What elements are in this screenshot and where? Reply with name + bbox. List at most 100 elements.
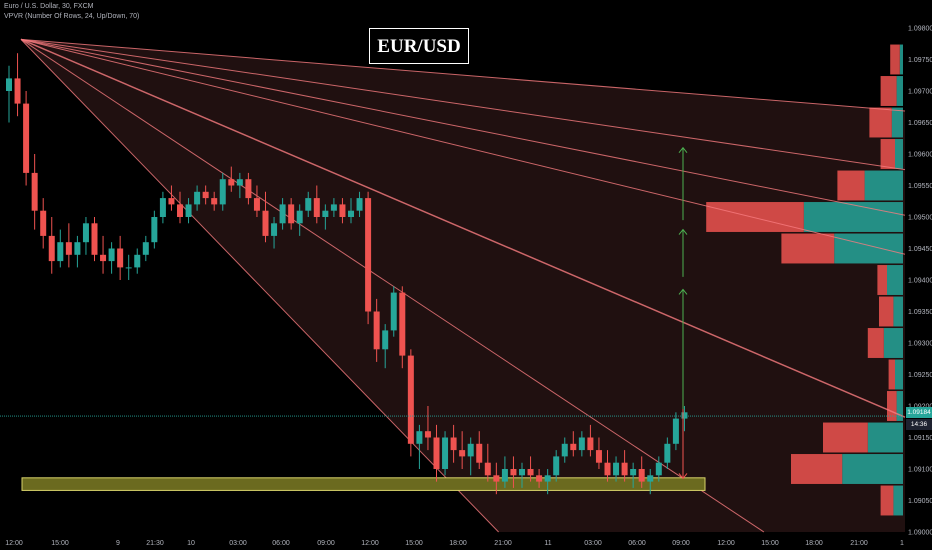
vp-up-bar [887,265,903,295]
candle-body [117,248,124,268]
candle-body [57,242,64,262]
y-tick-label: 1.09450 [908,246,932,253]
candle-body [330,204,337,211]
candle-body [82,223,89,243]
countdown-tag: 14:36 [906,419,932,430]
vp-up-bar [893,485,903,516]
vp-down-bar [880,76,897,106]
vp-up-bar [896,76,903,106]
symbol-line: Euro / U.S. Dollar, 30, FXCM [4,3,94,10]
candle-body [271,223,278,236]
candle-body [578,437,585,451]
candle-body [647,475,654,482]
vp-up-bar [895,139,903,169]
candle-body [125,267,132,269]
fan-line [20,38,906,171]
y-tick-label: 1.09500 [908,215,932,222]
candle-body [14,78,21,104]
x-tick-label: 1 [900,540,904,547]
x-tick-label: 15:00 [405,540,423,547]
candle-body [681,412,688,419]
candle-body [407,355,414,444]
candle-body [424,431,431,438]
chart-title: EUR/USD [369,28,469,64]
vp-up-bar [891,107,903,138]
candle-body [142,242,149,255]
x-tick-label: 06:00 [272,540,290,547]
candle-body [442,437,449,469]
y-tick-label: 1.09350 [908,309,932,316]
candle-body [202,191,209,199]
candle-body [553,456,560,476]
vp-up-bar [842,454,903,484]
candle-body [433,437,440,469]
vp-down-bar [867,328,884,358]
vp-up-bar [867,422,903,453]
vp-down-bar [888,359,895,390]
indicator-line: VPVR (Number Of Rows, 24, Up/Down, 70) [4,13,140,20]
candle-body [23,103,30,173]
candle-body [245,179,252,199]
candle-body [587,437,594,451]
candle-body [476,443,483,463]
vp-down-bar [877,265,887,295]
y-tick-label: 1.09600 [908,152,932,159]
candle-body [613,462,620,476]
candle-body [185,204,192,217]
candle-body [561,443,568,457]
candle-body [236,179,243,186]
y-tick-label: 1.09650 [908,120,932,127]
x-tick-label: 09:00 [672,540,690,547]
candle-body [621,462,628,476]
candle-body [313,198,320,217]
candle-body [228,179,235,186]
vp-down-bar [823,422,868,453]
vp-up-bar [803,202,903,232]
vp-down-bar [887,391,897,421]
fan-line [20,38,765,533]
candle-body [450,437,457,451]
vp-down-bar [890,44,900,75]
vp-up-bar [834,233,903,264]
candle-body [655,462,662,476]
candle-body [664,443,671,463]
vp-up-bar [883,328,903,358]
candle-body [604,462,611,476]
current-price-tag: 1.09184 [906,407,932,418]
candle-body [31,172,38,211]
candle-body [40,210,47,236]
y-tick-label: 1.09250 [908,372,932,379]
vp-down-bar [880,139,895,169]
vp-up-bar [864,170,903,201]
candle-body [467,443,474,457]
candle-body [399,292,406,356]
arrow-head [678,146,688,154]
y-tick-label: 1.09800 [908,26,932,33]
x-tick-label: 15:00 [761,540,779,547]
x-tick-label: 21:30 [146,540,164,547]
candle-body [484,462,491,476]
x-tick-label: 03:00 [229,540,247,547]
candle-body [390,292,397,331]
vp-down-bar [791,454,843,484]
candle-body [6,78,12,91]
x-tick-label: 12:00 [717,540,735,547]
support-zone [21,477,706,491]
candle-body [630,469,637,476]
candle-body [544,475,551,482]
fan-line [20,38,906,255]
candle-body [100,254,107,262]
candle-body [253,198,260,211]
candle-body [595,450,602,463]
x-tick-label: 03:00 [584,540,602,547]
arrow-head [678,473,688,480]
y-tick-label: 1.09750 [908,57,932,64]
candle-body [373,311,380,350]
fan-line [20,38,906,112]
vp-down-bar [879,296,894,327]
candle-body [459,450,466,457]
candle-body [211,198,218,205]
x-tick-label: 9 [116,540,120,547]
